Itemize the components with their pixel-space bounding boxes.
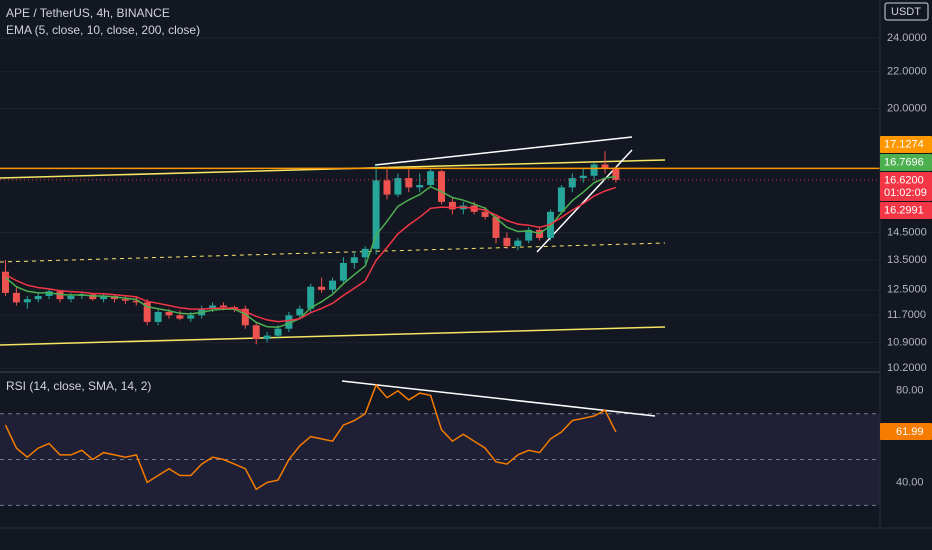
chart-subtitle: EMA (5, close, 10, close, 200, close)	[6, 23, 200, 37]
candle-body	[568, 178, 576, 188]
price-label: 16.2991	[884, 204, 924, 216]
candle-body	[100, 296, 108, 300]
candle-body	[132, 300, 140, 303]
candle-body	[220, 305, 227, 308]
candle-body	[361, 248, 369, 258]
labels: 24.0000 22.0000 20.0000 14.5000 13.5000 12.50…	[880, 32, 932, 488]
candle-body	[612, 168, 620, 180]
candle-body	[339, 262, 347, 281]
candle-body	[372, 180, 380, 249]
candle-body	[187, 315, 195, 319]
candle-body	[481, 211, 489, 217]
candle-body	[12, 292, 20, 303]
trend-line	[341, 380, 656, 417]
trend-line	[0, 326, 666, 346]
y-tick-label: 80.00	[896, 385, 924, 397]
candle-body	[427, 171, 435, 186]
candle-body	[492, 216, 500, 238]
candle-body	[165, 312, 173, 316]
candle-body	[503, 237, 511, 247]
y-tick-label: 10.9000	[887, 337, 927, 349]
price-label: 16.7696	[884, 156, 924, 168]
trend-line	[0, 242, 666, 263]
candle-body	[448, 201, 456, 210]
line	[5, 186, 617, 323]
price-label-box	[880, 202, 932, 220]
candle-body	[318, 286, 326, 290]
candle-body	[89, 294, 97, 300]
y-tick-label: 24.0000	[887, 32, 927, 44]
candle-body	[307, 286, 315, 309]
candle-body	[209, 305, 217, 309]
candle-body	[525, 229, 533, 241]
y-tick-label: 13.5000	[887, 254, 927, 266]
y-tick-label: 40.00	[896, 476, 924, 488]
candle-body	[263, 335, 271, 340]
candle-body	[329, 280, 336, 290]
candle-body	[34, 296, 42, 300]
indicator-title: RSI (14, close, SMA, 14, 2)	[6, 379, 151, 393]
candle-body	[285, 315, 293, 329]
y-tick-label: 10.2000	[887, 362, 927, 374]
candle-body	[121, 299, 129, 301]
candle-body	[176, 315, 184, 319]
candle-body	[350, 257, 358, 263]
grid	[0, 37, 880, 506]
y-tick-label: 14.5000	[887, 226, 927, 238]
line	[5, 175, 617, 329]
candle-body	[45, 291, 53, 297]
value-label-box	[880, 423, 932, 441]
candle-body	[274, 328, 282, 336]
price-label: 17.1274	[884, 138, 924, 150]
candle-body	[405, 178, 413, 188]
y-tick-label: 22.0000	[887, 66, 927, 78]
candle-body	[296, 308, 304, 316]
y-tick-label: 12.5000	[887, 284, 927, 296]
candle-body	[416, 185, 424, 188]
value-label: 61.99	[896, 426, 924, 438]
price-label-box	[880, 136, 932, 154]
candle-body	[514, 240, 522, 247]
candle-body	[56, 291, 64, 300]
y-tick-label: 11.7000	[887, 309, 926, 321]
line	[4, 383, 617, 491]
candle-body	[67, 296, 75, 300]
candle-body	[579, 175, 587, 179]
candle-body	[143, 302, 151, 322]
price-label-box	[880, 172, 932, 202]
trend-line	[374, 136, 633, 166]
candle-body	[394, 178, 402, 195]
candle-body	[2, 271, 9, 293]
candle-body	[557, 187, 565, 212]
unit-label[interactable]: USDT	[891, 6, 921, 18]
candle-body	[601, 164, 609, 169]
candle-body	[154, 312, 162, 322]
marks	[0, 151, 880, 491]
price-label-box	[880, 154, 932, 172]
candle-body	[438, 171, 445, 202]
candle-body	[590, 164, 598, 176]
candle-body	[383, 180, 391, 195]
candle-body	[23, 299, 31, 303]
unit-box[interactable]	[884, 2, 929, 21]
chart-title: APE / TetherUS, 4h, BINANCE	[6, 6, 170, 20]
price-label: 16.6200	[884, 174, 924, 186]
y-tick-label: 20.0000	[887, 102, 927, 114]
countdown: 01:02:09	[884, 187, 927, 199]
candle-body	[241, 308, 249, 326]
candle-body	[252, 325, 260, 340]
